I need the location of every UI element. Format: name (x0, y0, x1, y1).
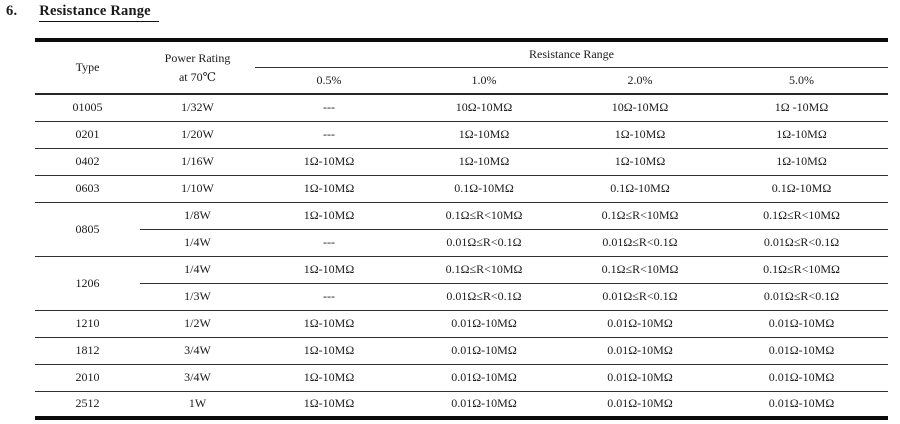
table-row-0805-1: 0805 1/8W 1Ω-10MΩ 0.1Ω≤R<10MΩ 0.1Ω≤R<10M… (35, 202, 889, 257)
cell-power: 1/8W (140, 202, 255, 230)
cell-power: 3/4W (140, 337, 255, 365)
cell-range-2.0: 0.01Ω≤R<0.1Ω (565, 283, 715, 311)
cell-range-0.5: --- (255, 283, 403, 311)
cell-range-5.0: 1Ω-10MΩ (715, 121, 889, 149)
resistance-range-table: Type Power Rating at 70℃ Resistance Rang… (35, 38, 889, 420)
cell-range-5.0: 1Ω -10MΩ (715, 94, 889, 122)
cell-range-0.5: 1Ω-10MΩ (255, 148, 403, 176)
cell-range-5.0: 0.01Ω≤R<0.1Ω (715, 229, 889, 257)
cell-range-0.5: 1Ω-10MΩ (255, 256, 403, 284)
header-power-rating: Power Rating at 70℃ (140, 40, 255, 95)
cell-type: 1812 (35, 337, 140, 365)
cell-range-1.0: 10Ω-10MΩ (403, 94, 565, 122)
cell-range-5.0: 0.1Ω≤R<10MΩ (715, 256, 889, 284)
cell-power: 1/4W (140, 229, 255, 257)
table-row-2512: 2512 1W 1Ω-10MΩ 0.01Ω-10MΩ 0.01Ω-10MΩ 0.… (35, 391, 888, 418)
cell-range-2.0: 0.1Ω≤R<10MΩ (565, 256, 715, 284)
cell-range-2.0: 10Ω-10MΩ (565, 94, 715, 122)
cell-range-5.0: 0.01Ω-10MΩ (768, 396, 835, 411)
header-tolerance-1.0: 1.0% (403, 67, 565, 95)
cell-range-5.0: 0.01Ω≤R<0.1Ω (715, 283, 889, 311)
cell-power: 1/20W (140, 121, 255, 149)
table-row-1812: 1812 3/4W 1Ω-10MΩ 0.01Ω-10MΩ 0.01Ω-10MΩ … (35, 337, 889, 365)
cell-power: 1/16W (140, 148, 255, 176)
header-power-rating-line1: Power Rating (164, 50, 231, 65)
cell-type: 1206 (35, 256, 140, 311)
cell-range-1.0: 0.1Ω≤R<10MΩ (403, 256, 565, 284)
cell-range-1.0: 0.01Ω-10MΩ (403, 310, 565, 338)
cell-range-2.0: 0.01Ω≤R<0.1Ω (565, 229, 715, 257)
header-tolerance-0.5: 0.5% (255, 67, 403, 95)
cell-range-1.0: 0.1Ω-10MΩ (403, 175, 565, 203)
cell-range-0.5: 1Ω-10MΩ (255, 202, 403, 230)
cell-type: 1210 (35, 310, 140, 338)
header-type: Type (35, 40, 140, 95)
cell-power: 1W (188, 396, 207, 411)
cell-range-1.0: 1Ω-10MΩ (403, 121, 565, 149)
cell-range-0.5: 1Ω-10MΩ (255, 175, 403, 203)
cell-range-2.0: 0.1Ω≤R<10MΩ (565, 202, 715, 230)
cell-range-2.0: 0.01Ω-10MΩ (607, 396, 673, 411)
table-row-0402: 0402 1/16W 1Ω-10MΩ 1Ω-10MΩ 1Ω-10MΩ 1Ω-10… (35, 148, 889, 176)
cell-range-1.0: 0.01Ω≤R<0.1Ω (403, 283, 565, 311)
cell-range-0.5: 1Ω-10MΩ (255, 310, 403, 338)
cell-range-5.0: 0.01Ω-10MΩ (715, 337, 889, 365)
cell-power: 1/4W (140, 256, 255, 284)
cell-range-2.0: 0.01Ω-10MΩ (565, 364, 715, 392)
cell-type: 0603 (35, 175, 140, 203)
header-resistance-range: Resistance Range (255, 40, 889, 68)
cell-range-0.5: --- (255, 121, 403, 149)
cell-type: 2512 (75, 396, 100, 411)
table-row-1206-1: 1206 1/4W 1Ω-10MΩ 0.1Ω≤R<10MΩ 0.1Ω≤R<10M… (35, 256, 889, 311)
cell-range-2.0: 0.01Ω-10MΩ (565, 337, 715, 365)
section-title-text: Resistance Range (39, 3, 159, 22)
section-title: 6. Resistance Range (6, 3, 159, 22)
cell-range-2.0: 0.01Ω-10MΩ (565, 310, 715, 338)
cell-power: 3/4W (140, 364, 255, 392)
cell-range-1.0: 0.01Ω-10MΩ (403, 364, 565, 392)
cell-type: 01005 (35, 94, 140, 122)
header-row-1: Type Power Rating at 70℃ Resistance Rang… (35, 40, 889, 95)
cell-power: 1/10W (140, 175, 255, 203)
table-row-1210: 1210 1/2W 1Ω-10MΩ 0.01Ω-10MΩ 0.01Ω-10MΩ … (35, 310, 889, 338)
cell-range-0.5: 1Ω-10MΩ (255, 364, 403, 392)
cell-range-5.0: 0.1Ω≤R<10MΩ (715, 202, 889, 230)
cell-range-1.0: 0.01Ω-10MΩ (451, 396, 517, 411)
cell-range-1.0: 0.01Ω≤R<0.1Ω (403, 229, 565, 257)
cell-range-1.0: 1Ω-10MΩ (403, 148, 565, 176)
cell-type: 0402 (35, 148, 140, 176)
cell-range-2.0: 1Ω-10MΩ (565, 148, 715, 176)
cell-range-1.0: 0.1Ω≤R<10MΩ (403, 202, 565, 230)
cell-range-5.0: 0.1Ω-10MΩ (715, 175, 889, 203)
table-row-2010: 2010 3/4W 1Ω-10MΩ 0.01Ω-10MΩ 0.01Ω-10MΩ … (35, 364, 889, 392)
cell-range-1.0: 0.01Ω-10MΩ (403, 337, 565, 365)
cell-type: 0805 (35, 202, 140, 257)
header-tolerance-2.0: 2.0% (565, 67, 715, 95)
header-row-2: 0.5% 1.0% 2.0% 5.0% (35, 67, 889, 95)
header-tolerance-5.0: 5.0% (715, 67, 889, 95)
cell-range-5.0: 0.01Ω-10MΩ (715, 310, 889, 338)
table-row-0603: 0603 1/10W 1Ω-10MΩ 0.1Ω-10MΩ 0.1Ω-10MΩ 0… (35, 175, 889, 203)
table-row-01005: 01005 1/32W --- 10Ω-10MΩ 10Ω-10MΩ 1Ω -10… (35, 94, 889, 122)
table-row-1206-2: 1/3W --- 0.01Ω≤R<0.1Ω 0.01Ω≤R<0.1Ω 0.01Ω… (35, 283, 889, 311)
section-number: 6. (6, 3, 18, 19)
cell-range-0.5: --- (255, 94, 403, 122)
table-row-0805-2: 1/4W --- 0.01Ω≤R<0.1Ω 0.01Ω≤R<0.1Ω 0.01Ω… (35, 229, 889, 257)
cell-power: 1/3W (140, 283, 255, 311)
cell-range-0.5: 1Ω-10MΩ (255, 337, 403, 365)
cell-range-2.0: 0.1Ω-10MΩ (565, 175, 715, 203)
cell-range-5.0: 0.01Ω-10MΩ (715, 364, 889, 392)
cell-power: 1/32W (140, 94, 255, 122)
cell-type: 2010 (35, 364, 140, 392)
cell-power: 1/2W (140, 310, 255, 338)
cell-range-0.5: --- (255, 229, 403, 257)
cell-type: 0201 (35, 121, 140, 149)
cell-range-2.0: 1Ω-10MΩ (565, 121, 715, 149)
cell-range-5.0: 1Ω-10MΩ (715, 148, 889, 176)
table-row-0201: 0201 1/20W --- 1Ω-10MΩ 1Ω-10MΩ 1Ω-10MΩ (35, 121, 889, 149)
header-power-rating-line2: at 70℃ (178, 69, 217, 84)
cell-range-0.5: 1Ω-10MΩ (303, 396, 355, 411)
